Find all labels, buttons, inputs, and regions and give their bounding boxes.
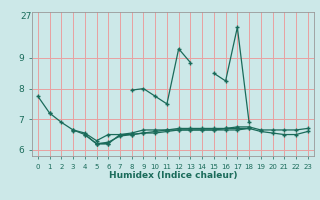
Text: 27: 27: [20, 12, 32, 21]
X-axis label: Humidex (Indice chaleur): Humidex (Indice chaleur): [108, 171, 237, 180]
